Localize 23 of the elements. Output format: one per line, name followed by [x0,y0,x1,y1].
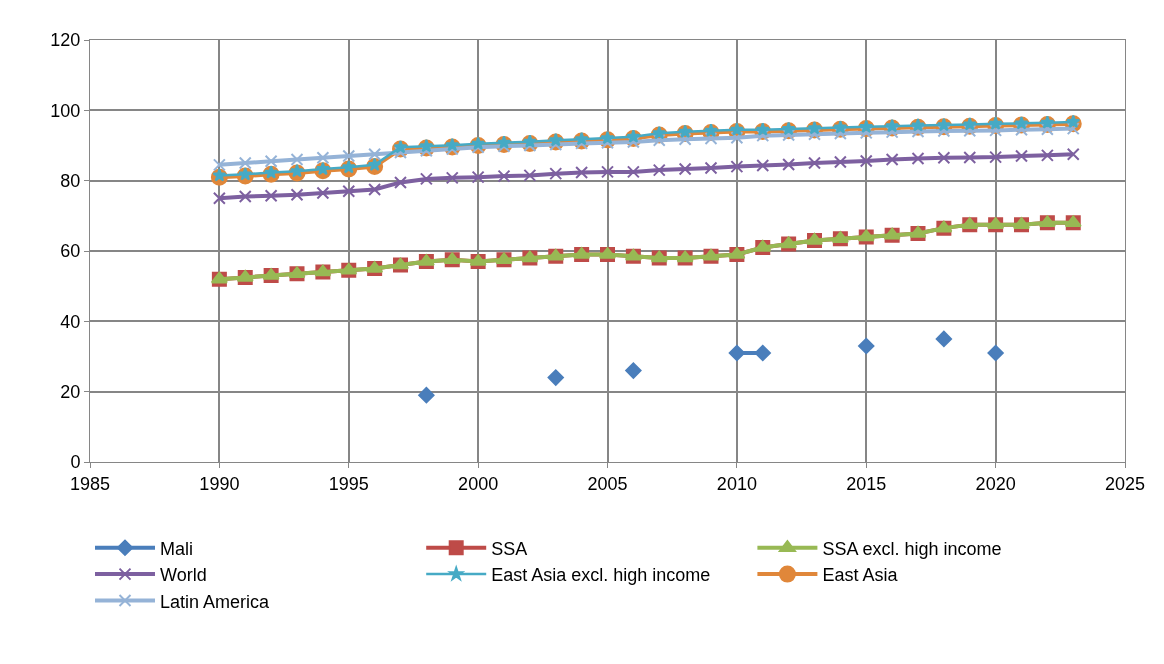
y-tick-label: 0 [70,452,81,473]
x-tick-label: 1985 [69,473,111,494]
y-tick-label: 40 [60,311,81,332]
legend-label: Latin America [160,591,271,612]
legend-label: SSA [491,538,528,559]
y-tick-label: 80 [60,170,81,191]
legend-label: World [160,565,207,586]
legend-label: SSA excl. high income [822,538,1002,559]
x-tick-label: 2025 [1104,473,1146,494]
x-tick-label: 2000 [458,473,499,494]
y-tick-label: 120 [50,30,81,51]
y-tick-label: 100 [50,100,81,121]
x-tick-label: 2005 [587,473,628,494]
legend-label: East Asia excl. high income [491,565,711,586]
x-tick-label: 2015 [846,473,887,494]
x-tick-label: 1990 [199,473,240,494]
legend-label: East Asia [822,565,899,586]
x-tick-label: 2020 [975,473,1016,494]
x-tick-label: 2010 [716,473,757,494]
legend-label: Mali [160,538,194,559]
y-tick-label: 60 [60,241,81,262]
x-tick-label: 1995 [328,473,369,494]
y-tick-label: 20 [60,381,81,402]
